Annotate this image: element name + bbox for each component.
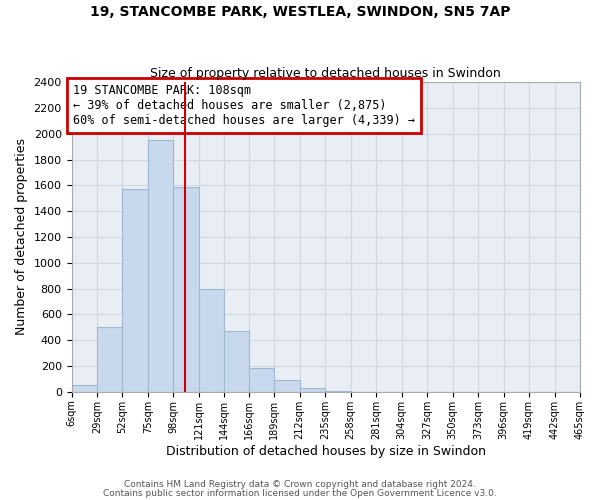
Bar bbox=[97, 328, 122, 392]
Bar bbox=[173, 186, 199, 392]
Y-axis label: Number of detached properties: Number of detached properties bbox=[15, 138, 28, 336]
Text: Contains HM Land Registry data © Crown copyright and database right 2024.: Contains HM Land Registry data © Crown c… bbox=[124, 480, 476, 489]
Text: 19, STANCOMBE PARK, WESTLEA, SWINDON, SN5 7AP: 19, STANCOMBE PARK, WESTLEA, SWINDON, SN… bbox=[90, 5, 510, 19]
Bar bbox=[274, 380, 300, 392]
Text: 19 STANCOMBE PARK: 108sqm
← 39% of detached houses are smaller (2,875)
60% of se: 19 STANCOMBE PARK: 108sqm ← 39% of detac… bbox=[73, 84, 415, 126]
Text: Contains public sector information licensed under the Open Government Licence v3: Contains public sector information licen… bbox=[103, 488, 497, 498]
Bar bbox=[199, 288, 224, 392]
Bar bbox=[249, 368, 274, 392]
Bar bbox=[300, 388, 325, 392]
Bar bbox=[148, 140, 173, 392]
Bar bbox=[122, 188, 148, 392]
Bar bbox=[224, 330, 249, 392]
Title: Size of property relative to detached houses in Swindon: Size of property relative to detached ho… bbox=[151, 66, 501, 80]
Bar bbox=[71, 386, 97, 392]
X-axis label: Distribution of detached houses by size in Swindon: Distribution of detached houses by size … bbox=[166, 444, 486, 458]
